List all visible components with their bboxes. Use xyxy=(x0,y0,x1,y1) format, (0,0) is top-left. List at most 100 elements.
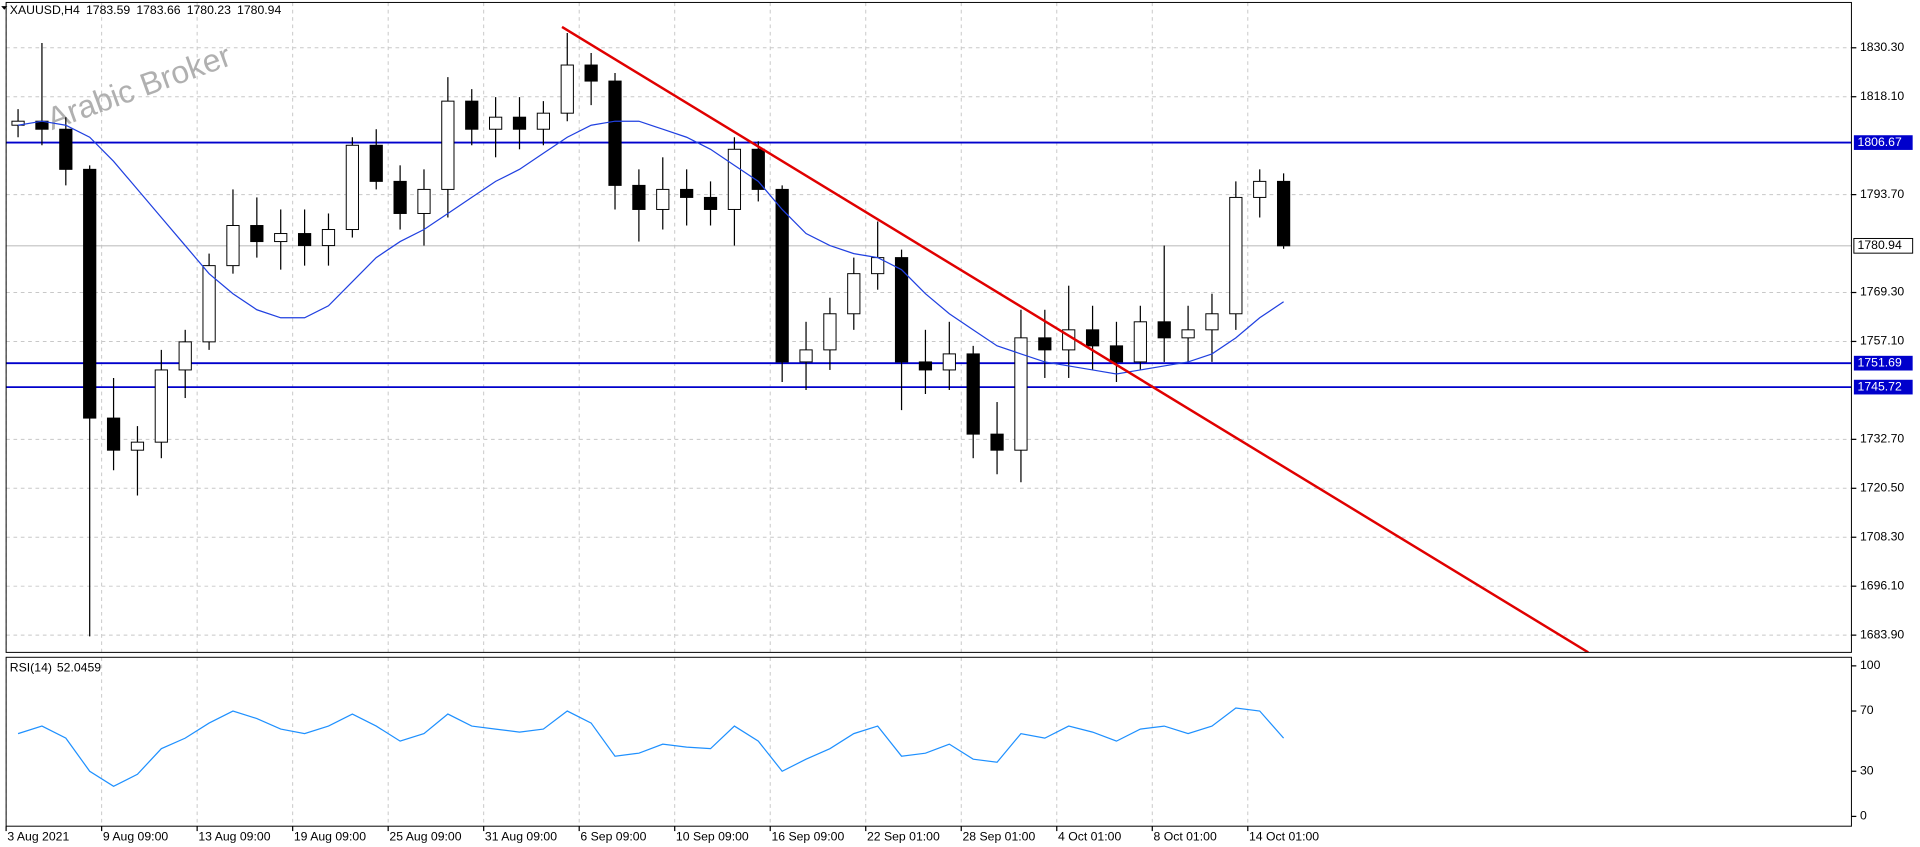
candle-body xyxy=(751,148,765,190)
candle-body xyxy=(632,184,646,210)
candle-body xyxy=(918,361,933,371)
candle-body xyxy=(703,196,718,210)
candle-body xyxy=(59,128,73,170)
candle-body xyxy=(1253,180,1267,198)
chart-title: XAUUSD,H4 1783.59 1783.66 1780.23 1780.94 xyxy=(10,3,282,17)
y-tick-label: 1769.30 xyxy=(1860,285,1904,299)
candle-body xyxy=(990,433,1004,451)
rsi-title: RSI(14) 52.0459 xyxy=(10,661,101,675)
candle-body xyxy=(727,148,742,210)
candle-body xyxy=(226,225,240,267)
candle-body xyxy=(369,144,383,182)
y-tick-label: 0 xyxy=(1860,809,1867,823)
candle-body xyxy=(1181,329,1195,339)
level-label: 1806.67 xyxy=(1858,135,1902,149)
x-tick-label: 4 Oct 01:00 xyxy=(1058,829,1121,843)
candle-body xyxy=(894,257,909,363)
x-tick-label: 9 Aug 09:00 xyxy=(103,829,169,843)
candle-body xyxy=(656,188,670,210)
ohlc-value: 1780.23 xyxy=(187,3,231,17)
candle-body xyxy=(966,353,980,435)
level-label: 1751.69 xyxy=(1858,355,1902,369)
y-tick-label: 1696.10 xyxy=(1860,578,1904,592)
candle-body xyxy=(1109,345,1124,363)
candle-body xyxy=(250,225,264,243)
y-tick-label: 1757.10 xyxy=(1860,334,1904,348)
y-tick-label: 70 xyxy=(1860,703,1874,717)
candle-body xyxy=(942,353,956,371)
candle-body xyxy=(823,313,837,351)
candle-body xyxy=(321,229,336,247)
candle-body xyxy=(512,116,527,130)
candle-body xyxy=(83,168,97,419)
y-tick-label: 30 xyxy=(1860,763,1874,777)
x-tick-label: 16 Sep 09:00 xyxy=(771,829,844,843)
candle-body xyxy=(584,64,598,82)
x-tick-label: 3 Aug 2021 xyxy=(7,829,69,843)
level-label-box xyxy=(1853,135,1913,150)
level-label: 1745.72 xyxy=(1858,379,1902,393)
candle-body xyxy=(393,180,407,214)
rsi-value: 52.0459 xyxy=(57,661,101,675)
y-tick-label: 1720.50 xyxy=(1860,481,1904,495)
moving-average xyxy=(17,120,1284,375)
x-tick-label: 6 Sep 09:00 xyxy=(580,829,646,843)
title: XAUUSD,H4 xyxy=(10,3,80,17)
candle-body xyxy=(847,273,861,315)
candle-body xyxy=(1133,321,1147,363)
candle-body xyxy=(1157,321,1171,339)
candle-body xyxy=(1038,337,1052,351)
main-frame xyxy=(5,1,1852,653)
ohlc-value: 1783.66 xyxy=(136,3,180,17)
y-tick-label: 1732.70 xyxy=(1860,432,1904,446)
candle-body xyxy=(1205,313,1219,331)
candle-body xyxy=(489,116,503,130)
x-tick-label: 31 Aug 09:00 xyxy=(485,829,557,843)
candle-body xyxy=(178,341,192,371)
candle-body xyxy=(1014,337,1028,451)
y-tick-label: 1793.70 xyxy=(1860,187,1904,201)
x-tick-label: 10 Sep 09:00 xyxy=(676,829,749,843)
x-tick-label: 25 Aug 09:00 xyxy=(389,829,461,843)
rsi-line xyxy=(17,707,1285,787)
trendline xyxy=(561,25,1589,653)
candle-body xyxy=(417,188,431,214)
ohlc-value: 1783.59 xyxy=(86,3,130,17)
last-price-box xyxy=(1853,237,1914,254)
y-tick-label: 100 xyxy=(1860,658,1881,672)
x-tick-label: 8 Oct 01:00 xyxy=(1153,829,1216,843)
candle-body xyxy=(1229,196,1243,315)
y-tick-label: 1708.30 xyxy=(1860,529,1904,543)
candle-body xyxy=(106,417,121,451)
x-tick-label: 14 Oct 01:00 xyxy=(1249,829,1319,843)
last-price-label: 1780.94 xyxy=(1858,238,1902,252)
candle-body xyxy=(536,112,550,130)
candle-body xyxy=(465,100,479,130)
candle-body xyxy=(1276,180,1291,247)
candle-body xyxy=(799,349,813,363)
candle-body xyxy=(130,441,145,451)
candle-body xyxy=(297,233,312,247)
ohlc-value: 1780.94 xyxy=(237,3,281,17)
x-tick-label: 19 Aug 09:00 xyxy=(294,829,366,843)
candle-body xyxy=(441,100,455,190)
candle-body xyxy=(560,64,574,114)
candle-body xyxy=(680,188,694,198)
candle-body xyxy=(202,265,216,343)
y-tick-label: 1818.10 xyxy=(1860,89,1904,103)
candle-body xyxy=(1085,329,1100,347)
x-tick-label: 13 Aug 09:00 xyxy=(198,829,270,843)
y-tick-label: 1830.30 xyxy=(1860,40,1904,54)
level-label-box xyxy=(1853,379,1913,395)
y-tick-label: 1683.90 xyxy=(1860,627,1904,641)
candle-body xyxy=(274,233,288,243)
candle-body xyxy=(345,144,359,231)
candle-body xyxy=(608,80,622,186)
level-label-box xyxy=(1853,355,1913,371)
candles xyxy=(11,25,1589,653)
candle-body xyxy=(154,369,168,443)
rsi-frame xyxy=(5,656,1852,827)
